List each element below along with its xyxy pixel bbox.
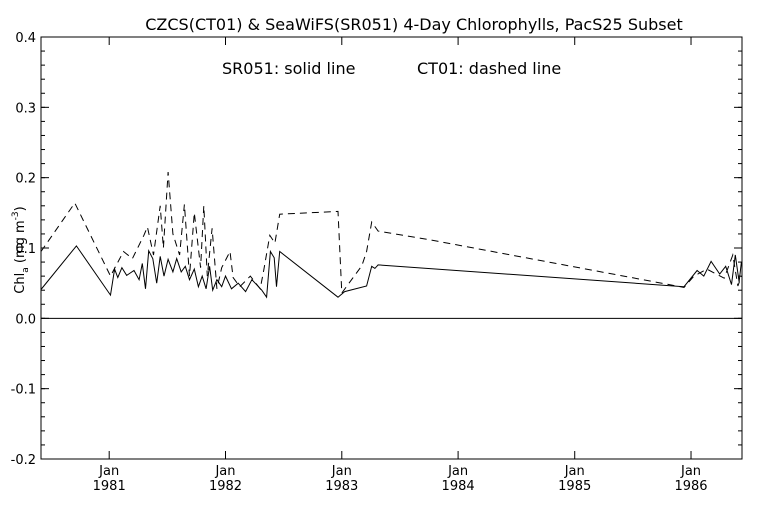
x-tick-label-year: 1986 <box>674 479 707 494</box>
series-line-ct01 <box>40 171 742 295</box>
x-tick-label-year: 1981 <box>93 479 126 494</box>
x-tick-label-year: 1985 <box>558 479 591 494</box>
x-tick-label-month: Jan <box>680 464 701 479</box>
y-axis-label-main: Chl <box>13 273 28 294</box>
y-tick-label: 0.3 <box>15 101 36 116</box>
y-tick-label: 0.1 <box>15 242 36 257</box>
y-axis-label-subscript: a <box>21 267 31 273</box>
x-tick-label-year: 1982 <box>209 479 242 494</box>
y-axis-label-unit: (mg m <box>13 220 28 267</box>
plot-frame <box>40 36 743 460</box>
x-tick-label-year: 1983 <box>325 479 358 494</box>
x-tick-label-month: Jan <box>214 464 235 479</box>
x-tick-label-year: 1984 <box>442 479 475 494</box>
svg-text:Chla (mg m-3): Chla (mg m-3) <box>11 206 31 293</box>
series-line-sr051 <box>40 245 742 299</box>
y-tick-label: 0.2 <box>15 172 36 187</box>
y-tick-label: 0.4 <box>15 31 36 46</box>
annotation-solid: SR051: solid line <box>222 59 355 78</box>
y-axis-label-unit-exponent: -3 <box>11 211 21 220</box>
y-axis-label-unit-close: ) <box>13 206 28 211</box>
y-axis-label: Chla (mg m-3) <box>11 206 31 293</box>
plot-area: -0.2-0.10.00.10.20.30.4Jan1981Jan1982Jan… <box>11 31 743 494</box>
y-tick-label: -0.1 <box>11 383 36 398</box>
x-tick-label-month: Jan <box>331 464 352 479</box>
y-tick-label: 0.0 <box>15 312 36 327</box>
x-tick-label-month: Jan <box>447 464 468 479</box>
x-tick-label-month: Jan <box>564 464 585 479</box>
chart-title: CZCS(CT01) & SeaWiFS(SR051) 4-Day Chloro… <box>145 15 682 34</box>
y-tick-label: -0.2 <box>11 453 36 468</box>
annotation-dashed: CT01: dashed line <box>417 59 561 78</box>
x-tick-label-month: Jan <box>98 464 119 479</box>
